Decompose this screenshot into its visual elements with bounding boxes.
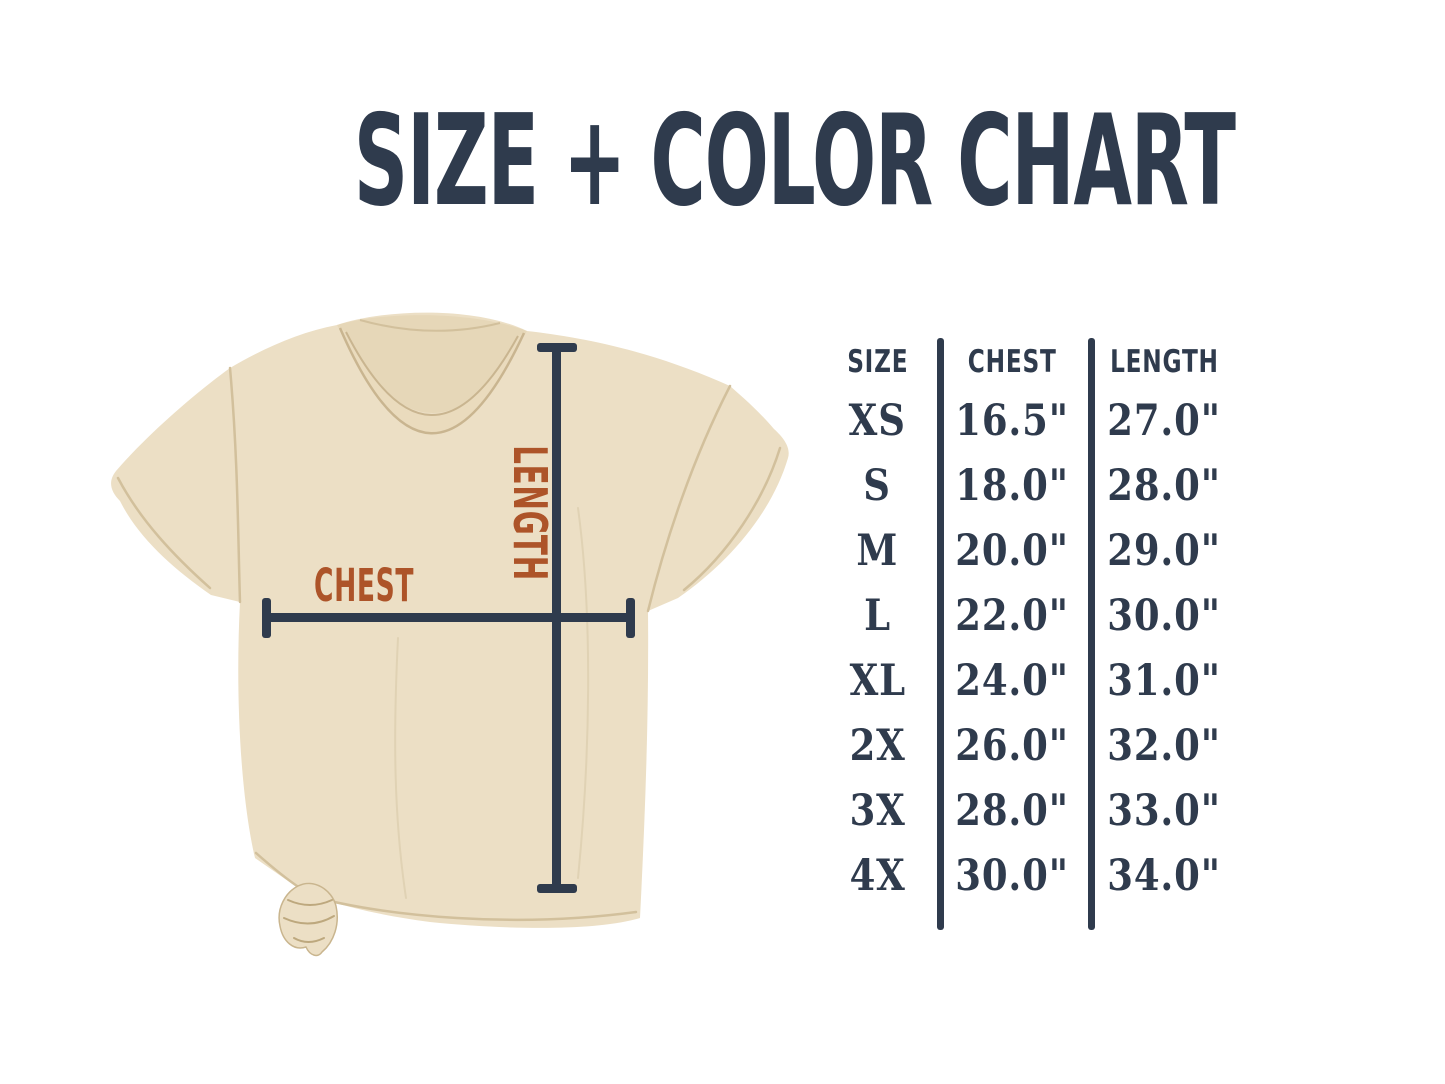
table-header-row: SIZE CHEST LENGTH (818, 336, 1240, 388)
length-cell: 31.0" (1107, 655, 1221, 706)
chest-measure-cap-left (262, 598, 271, 638)
table-row: M 20.0" 29.0" (818, 518, 1240, 583)
header-chest: CHEST (937, 336, 1088, 388)
chest-measure-cap-right (626, 598, 635, 638)
chest-cell: 26.0" (955, 720, 1070, 771)
size-cell: 3X (849, 785, 906, 836)
table-row: 3X 28.0" 33.0" (818, 778, 1240, 843)
length-cell: 27.0" (1107, 395, 1221, 446)
length-measure-cap-bottom (537, 884, 577, 893)
chest-cell: 20.0" (955, 525, 1070, 576)
table-divider-1 (937, 338, 944, 930)
measurement-lines (262, 343, 635, 893)
length-cell: 28.0" (1107, 460, 1221, 511)
size-cell: M (856, 525, 899, 576)
chest-measure-line (262, 613, 635, 622)
length-cell: 29.0" (1107, 525, 1221, 576)
table-row: 2X 26.0" 32.0" (818, 713, 1240, 778)
table-row: L 22.0" 30.0" (818, 583, 1240, 648)
size-cell: L (864, 590, 891, 641)
length-measure-cap-top (537, 343, 577, 352)
table-row: 4X 30.0" 34.0" (818, 843, 1240, 908)
table-row: XL 24.0" 31.0" (818, 648, 1240, 713)
fabric-drape-lines (394, 507, 590, 899)
length-cell: 30.0" (1107, 590, 1221, 641)
size-table-body: XS 16.5" 27.0" S 18.0" 28.0" M 20.0" 29.… (818, 388, 1240, 908)
page-title-row: SIZE + COLOR CHART (60, 98, 1445, 224)
length-cell: 34.0" (1107, 850, 1221, 901)
size-cell: 2X (849, 720, 906, 771)
chest-cell: 18.0" (955, 460, 1070, 511)
table-row: XS 16.5" 27.0" (818, 388, 1240, 453)
table-row: S 18.0" 28.0" (818, 453, 1240, 518)
chest-cell: 24.0" (955, 655, 1070, 706)
collar-inner-seam (345, 331, 519, 416)
chest-measure-label: CHEST (314, 559, 415, 612)
page-title: SIZE + COLOR CHART (353, 87, 1236, 234)
chest-cell: 30.0" (955, 850, 1070, 901)
length-cell: 32.0" (1107, 720, 1221, 771)
collar-outer-seam (338, 327, 526, 435)
chest-cell: 22.0" (955, 590, 1070, 641)
size-cell: S (863, 460, 892, 511)
collar-back-seam (359, 319, 501, 332)
size-cell: XS (848, 395, 907, 446)
header-length-label: LENGTH (1109, 344, 1219, 380)
header-chest-label: CHEST (968, 344, 1057, 380)
size-cell: XL (849, 655, 906, 706)
header-length: LENGTH (1088, 336, 1240, 388)
chest-cell: 28.0" (955, 785, 1070, 836)
table-divider-2 (1088, 338, 1095, 930)
length-measure-label: LENGTH (503, 445, 557, 581)
header-size: SIZE (818, 336, 937, 388)
size-cell: 4X (849, 850, 906, 901)
length-cell: 33.0" (1107, 785, 1221, 836)
chest-cell: 16.5" (955, 395, 1070, 446)
tshirt-illustration (111, 312, 789, 957)
header-size-label: SIZE (846, 344, 909, 380)
knot-fold-lines (283, 899, 335, 943)
size-table: SIZE CHEST LENGTH XS 16.5" 27.0" S 18.0"… (818, 336, 1240, 908)
